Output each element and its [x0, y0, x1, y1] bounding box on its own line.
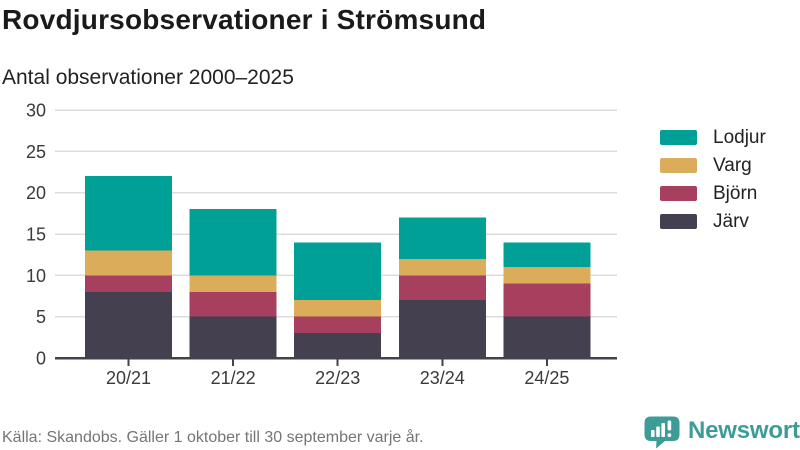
bar-segment-varg — [398, 258, 486, 276]
bar-segment-varg — [294, 300, 382, 317]
y-tick-label: 10 — [26, 266, 46, 286]
bar-segment-varg — [503, 267, 591, 284]
chart-subtitle: Antal observationer 2000–2025 — [2, 66, 294, 89]
bar-segment-björn — [294, 316, 382, 334]
bar-segment-järv — [85, 291, 172, 358]
x-tick-label: 21/22 — [211, 368, 256, 388]
legend-label: Järv — [713, 210, 749, 232]
y-tick-label: 0 — [36, 349, 46, 369]
bar-segment-björn — [503, 283, 591, 317]
bar-segment-lodjur — [189, 209, 277, 276]
x-tick-label: 23/24 — [420, 368, 465, 388]
y-tick-label: 15 — [26, 225, 46, 245]
bar-segment-lodjur — [294, 242, 382, 301]
bar-segment-björn — [85, 275, 172, 292]
bar-segment-järv — [189, 316, 277, 358]
y-tick-label: 20 — [26, 183, 46, 203]
legend-swatch — [660, 213, 697, 229]
legend-item-bjrn: Björn — [660, 182, 766, 204]
y-tick-label: 5 — [36, 307, 46, 327]
legend-label: Björn — [713, 182, 758, 204]
chart-title: Rovdjursobservationer i Strömsund — [2, 4, 487, 35]
x-tick-label: 22/23 — [315, 368, 360, 388]
legend-swatch — [660, 185, 697, 201]
y-tick-label: 25 — [26, 142, 46, 162]
bar-segment-björn — [189, 291, 277, 317]
logo-mini-bars — [651, 420, 672, 437]
legend-item-varg: Varg — [660, 154, 766, 176]
bar-segment-björn — [398, 275, 486, 301]
bar-segment-järv — [294, 333, 382, 358]
x-tick-label: 20/21 — [106, 368, 151, 388]
y-tick-label: 30 — [26, 101, 46, 121]
x-tick-label: 24/25 — [524, 368, 569, 388]
legend-swatch — [660, 129, 697, 145]
chart-legend: Lodjur Varg Björn Järv — [660, 126, 766, 241]
legend-label: Lodjur — [713, 126, 766, 148]
bar-segment-järv — [503, 316, 591, 358]
newsworthy-logo[interactable]: Newsworthy — [644, 416, 800, 449]
newsworthy-wordmark: Newsworthy — [688, 417, 800, 444]
bar-segment-järv — [398, 300, 486, 358]
legend-item-jrv: Järv — [660, 210, 766, 232]
bar-segment-lodjur — [503, 242, 591, 268]
legend-item-lodjur: Lodjur — [660, 126, 766, 148]
logo-exclamation-dot — [667, 433, 672, 437]
source-note: Källa: Skandobs. Gäller 1 oktober till 3… — [2, 429, 424, 446]
legend-label: Varg — [713, 154, 752, 176]
bar-segment-varg — [85, 250, 172, 276]
bar-segment-varg — [189, 275, 277, 292]
bar-segment-lodjur — [85, 176, 172, 251]
bar-segment-lodjur — [398, 217, 486, 259]
legend-swatch — [660, 157, 697, 173]
logo-exclamation-bar — [667, 420, 672, 431]
newsworthy-logo-icon — [644, 416, 680, 449]
